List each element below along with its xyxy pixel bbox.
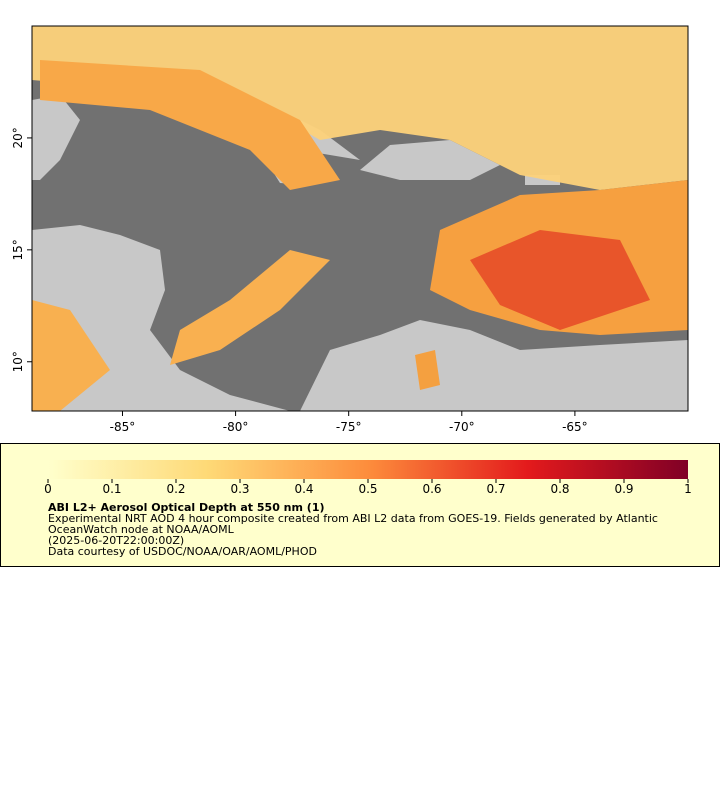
description: (2025-06-20T22:00:00Z) xyxy=(48,534,184,547)
colorbar-tick-label: 0.9 xyxy=(614,482,633,496)
x-tick-label: -65° xyxy=(562,420,588,434)
colorbar-tick-label: 0.4 xyxy=(294,482,313,496)
colorbar-axis: 0 0.1 0.2 0.3 0.4 0.5 0.6 0.7 0.8 0.9 1 xyxy=(44,479,692,496)
x-tick-label: -75° xyxy=(336,420,362,434)
axes: -85° -80° -75° -70° -65° 10° 15° 20° xyxy=(11,127,588,434)
description: OceanWatch node at NOAA/AOML xyxy=(48,523,235,536)
map-frame xyxy=(31,25,689,412)
x-tick-label: -85° xyxy=(110,420,136,434)
y-tick-label: 15° xyxy=(11,239,25,260)
colorbar-tick-label: 1 xyxy=(684,482,692,496)
x-tick-label: -70° xyxy=(449,420,475,434)
colorbar-tick-label: 0.5 xyxy=(358,482,377,496)
y-tick-label: 10° xyxy=(11,351,25,372)
colorbar-tick-label: 0 xyxy=(44,482,52,496)
colorbar-tick-label: 0.8 xyxy=(550,482,569,496)
colorbar-tick-label: 0.3 xyxy=(230,482,249,496)
aerosol-field xyxy=(32,26,688,411)
colorbar-tick-label: 0.7 xyxy=(486,482,505,496)
colorbar-tick-label: 0.6 xyxy=(422,482,441,496)
map xyxy=(32,26,688,411)
description: Experimental NRT AOD 4 hour composite cr… xyxy=(48,512,658,525)
y-tick-label: 20° xyxy=(11,127,25,148)
description: Data courtesy of USDOC/NOAA/OAR/AOML/PHO… xyxy=(48,545,317,558)
colorbar xyxy=(48,460,688,479)
colorbar-tick-label: 0.1 xyxy=(102,482,121,496)
x-tick-label: -80° xyxy=(223,420,249,434)
colorbar-tick-label: 0.2 xyxy=(166,482,185,496)
legend-title: ABI L2+ Aerosol Optical Depth at 550 nm … xyxy=(48,501,325,514)
